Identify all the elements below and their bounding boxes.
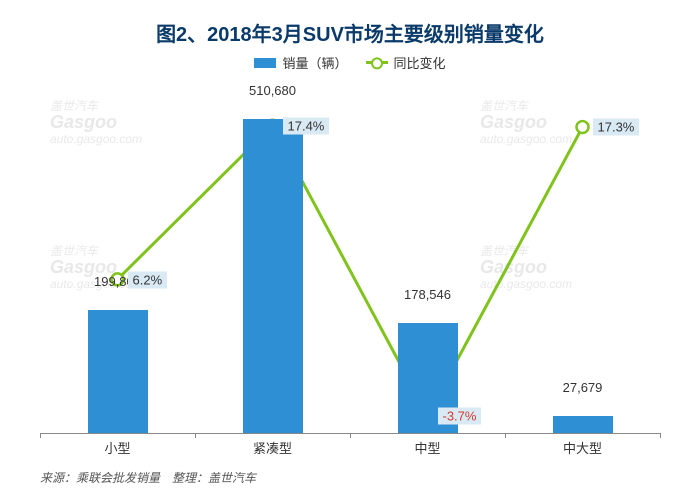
axis-tick [505, 433, 506, 438]
legend-line: 同比变化 [366, 53, 446, 72]
plot-inner: 小型199,805紧凑型510,680中型178,546中大型27,6796.2… [40, 90, 660, 433]
plot-area: 小型199,805紧凑型510,680中型178,546中大型27,6796.2… [40, 90, 660, 434]
bar-value-label: 27,679 [563, 380, 603, 398]
bar-swatch [254, 58, 276, 68]
bar [88, 310, 148, 433]
axis-tick [350, 433, 351, 438]
line-point-label: -3.7% [438, 408, 482, 425]
line-point [577, 121, 589, 133]
legend-bar-label: 销量（辆） [282, 53, 347, 72]
x-axis-label: 中型 [414, 438, 440, 457]
x-axis-label: 小型 [104, 438, 130, 457]
bar-value-label: 510,680 [249, 83, 296, 101]
line-point-label: 17.3% [593, 119, 640, 136]
x-axis-label: 紧凑型 [253, 438, 292, 457]
legend-bar: 销量（辆） [254, 53, 347, 72]
bar-value-label: 178,546 [404, 287, 451, 305]
legend: 销量（辆） 同比变化 [0, 53, 700, 72]
bar [553, 416, 613, 433]
trend-line [118, 126, 583, 415]
axis-tick [40, 433, 41, 438]
axis-tick [660, 433, 661, 438]
bar [243, 119, 303, 433]
line-point-label: 6.2% [128, 271, 168, 288]
line-swatch [366, 61, 388, 64]
line-point-label: 17.4% [283, 117, 330, 134]
axis-tick [195, 433, 196, 438]
chart-container: 图2、2018年3月SUV市场主要级别销量变化 销量（辆） 同比变化 盖世汽车 … [0, 0, 700, 504]
chart-title: 图2、2018年3月SUV市场主要级别销量变化 [0, 0, 700, 47]
legend-line-label: 同比变化 [394, 53, 446, 72]
source-text: 来源：乘联会批发销量 整理：盖世汽车 [40, 469, 256, 486]
x-axis-label: 中大型 [563, 438, 602, 457]
